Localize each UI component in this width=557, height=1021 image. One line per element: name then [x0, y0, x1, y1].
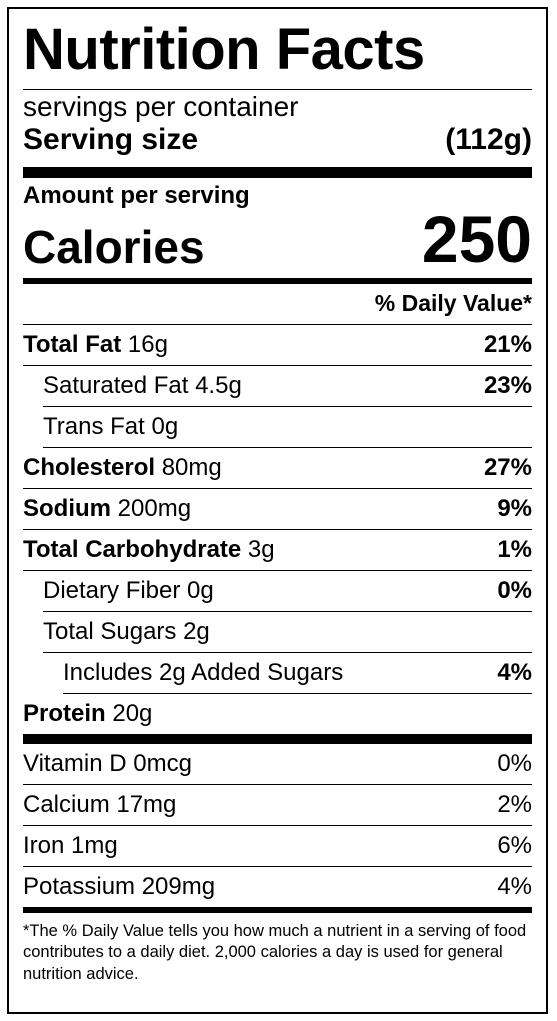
- nutrient-row-total-carbohydrate: Total Carbohydrate 3g 1%: [23, 530, 532, 571]
- nutrient-row-trans-fat: Trans Fat 0g: [43, 407, 532, 448]
- nutrient-name: Dietary Fiber 0g: [43, 577, 214, 604]
- vitamin-row-iron: Iron 1mg 6%: [23, 826, 532, 867]
- vitamin-name: Potassium 209mg: [23, 873, 216, 900]
- title-divider: [23, 89, 532, 90]
- nutrient-amount: 16g: [127, 331, 168, 358]
- nutrient-name: Includes 2g Added Sugars: [63, 659, 344, 686]
- medium-divider: [23, 278, 532, 284]
- vitamin-row-potassium: Potassium 209mg 4%: [23, 867, 532, 907]
- label-title: Nutrition Facts: [23, 17, 425, 82]
- nutrient-name: Protein: [23, 700, 106, 727]
- nutrient-dv: 1%: [497, 536, 532, 563]
- nutrient-name: Total Sugars 2g: [43, 618, 210, 645]
- thick-divider: [23, 167, 532, 178]
- vitamin-name: Calcium 17mg: [23, 791, 177, 818]
- vitamins-divider: [23, 734, 532, 744]
- nutrient-row-dietary-fiber: Dietary Fiber 0g 0%: [43, 571, 532, 612]
- nutrient-row-saturated-fat: Saturated Fat 4.5g 23%: [43, 366, 532, 407]
- nutrient-name: Total Carbohydrate: [23, 536, 242, 563]
- nutrient-row-sodium: Sodium 200mg 9%: [23, 489, 532, 530]
- nutrient-amount: 20g: [112, 700, 153, 727]
- nutrient-dv: 27%: [483, 454, 532, 481]
- nutrient-dv: 23%: [483, 372, 532, 399]
- calories-value: 250: [421, 202, 532, 276]
- nutrient-row-cholesterol: Cholesterol 80mg 27%: [23, 448, 532, 489]
- nutrient-row-protein: Protein 20g: [23, 694, 532, 734]
- nutrient-dv: 4%: [497, 659, 532, 686]
- vitamin-name: Iron 1mg: [23, 832, 118, 859]
- nutrient-dv: 21%: [483, 331, 532, 358]
- calories-row: Calories 250: [23, 206, 532, 272]
- vitamin-dv: 0%: [497, 750, 532, 777]
- footnote-divider: [23, 907, 532, 913]
- vitamin-dv: 4%: [497, 873, 532, 900]
- vitamin-name: Vitamin D 0mcg: [23, 750, 192, 777]
- nutrient-amount: 80mg: [161, 454, 222, 481]
- nutrient-name: Saturated Fat 4.5g: [43, 372, 242, 399]
- vitamin-dv: 2%: [497, 791, 532, 818]
- nutrient-row-total-sugars: Total Sugars 2g: [43, 612, 532, 653]
- calories-label: Calories: [23, 221, 205, 273]
- serving-size-row: Serving size (112g): [23, 125, 532, 155]
- nutrient-amount: 200mg: [117, 495, 192, 522]
- vitamin-row-calcium: Calcium 17mg 2%: [23, 785, 532, 826]
- daily-value-header: % Daily Value*: [23, 284, 532, 325]
- nutrition-facts-label: Nutrition Facts servings per container S…: [7, 7, 548, 1014]
- servings-per-container: servings per container: [23, 91, 299, 122]
- daily-value-footnote: *The % Daily Value tells you how much a …: [23, 922, 527, 983]
- nutrient-name: Cholesterol: [23, 454, 156, 481]
- nutrient-name: Sodium: [23, 495, 111, 522]
- amount-per-serving: Amount per serving: [23, 182, 250, 209]
- vitamin-row-vitamin-d: Vitamin D 0mcg 0%: [23, 744, 532, 785]
- nutrient-row-total-fat: Total Fat 16g 21%: [23, 325, 532, 366]
- nutrient-amount: 3g: [247, 536, 275, 563]
- nutrient-dv: 9%: [497, 495, 532, 522]
- nutrient-name: Trans Fat 0g: [43, 413, 179, 440]
- serving-size-label: Serving size: [23, 123, 199, 156]
- serving-size-value: (112g): [445, 123, 532, 156]
- nutrient-name: Total Fat: [23, 331, 122, 358]
- vitamin-dv: 6%: [497, 832, 532, 859]
- nutrient-dv: 0%: [497, 577, 532, 604]
- nutrient-row-added-sugars: Includes 2g Added Sugars 4%: [63, 653, 532, 694]
